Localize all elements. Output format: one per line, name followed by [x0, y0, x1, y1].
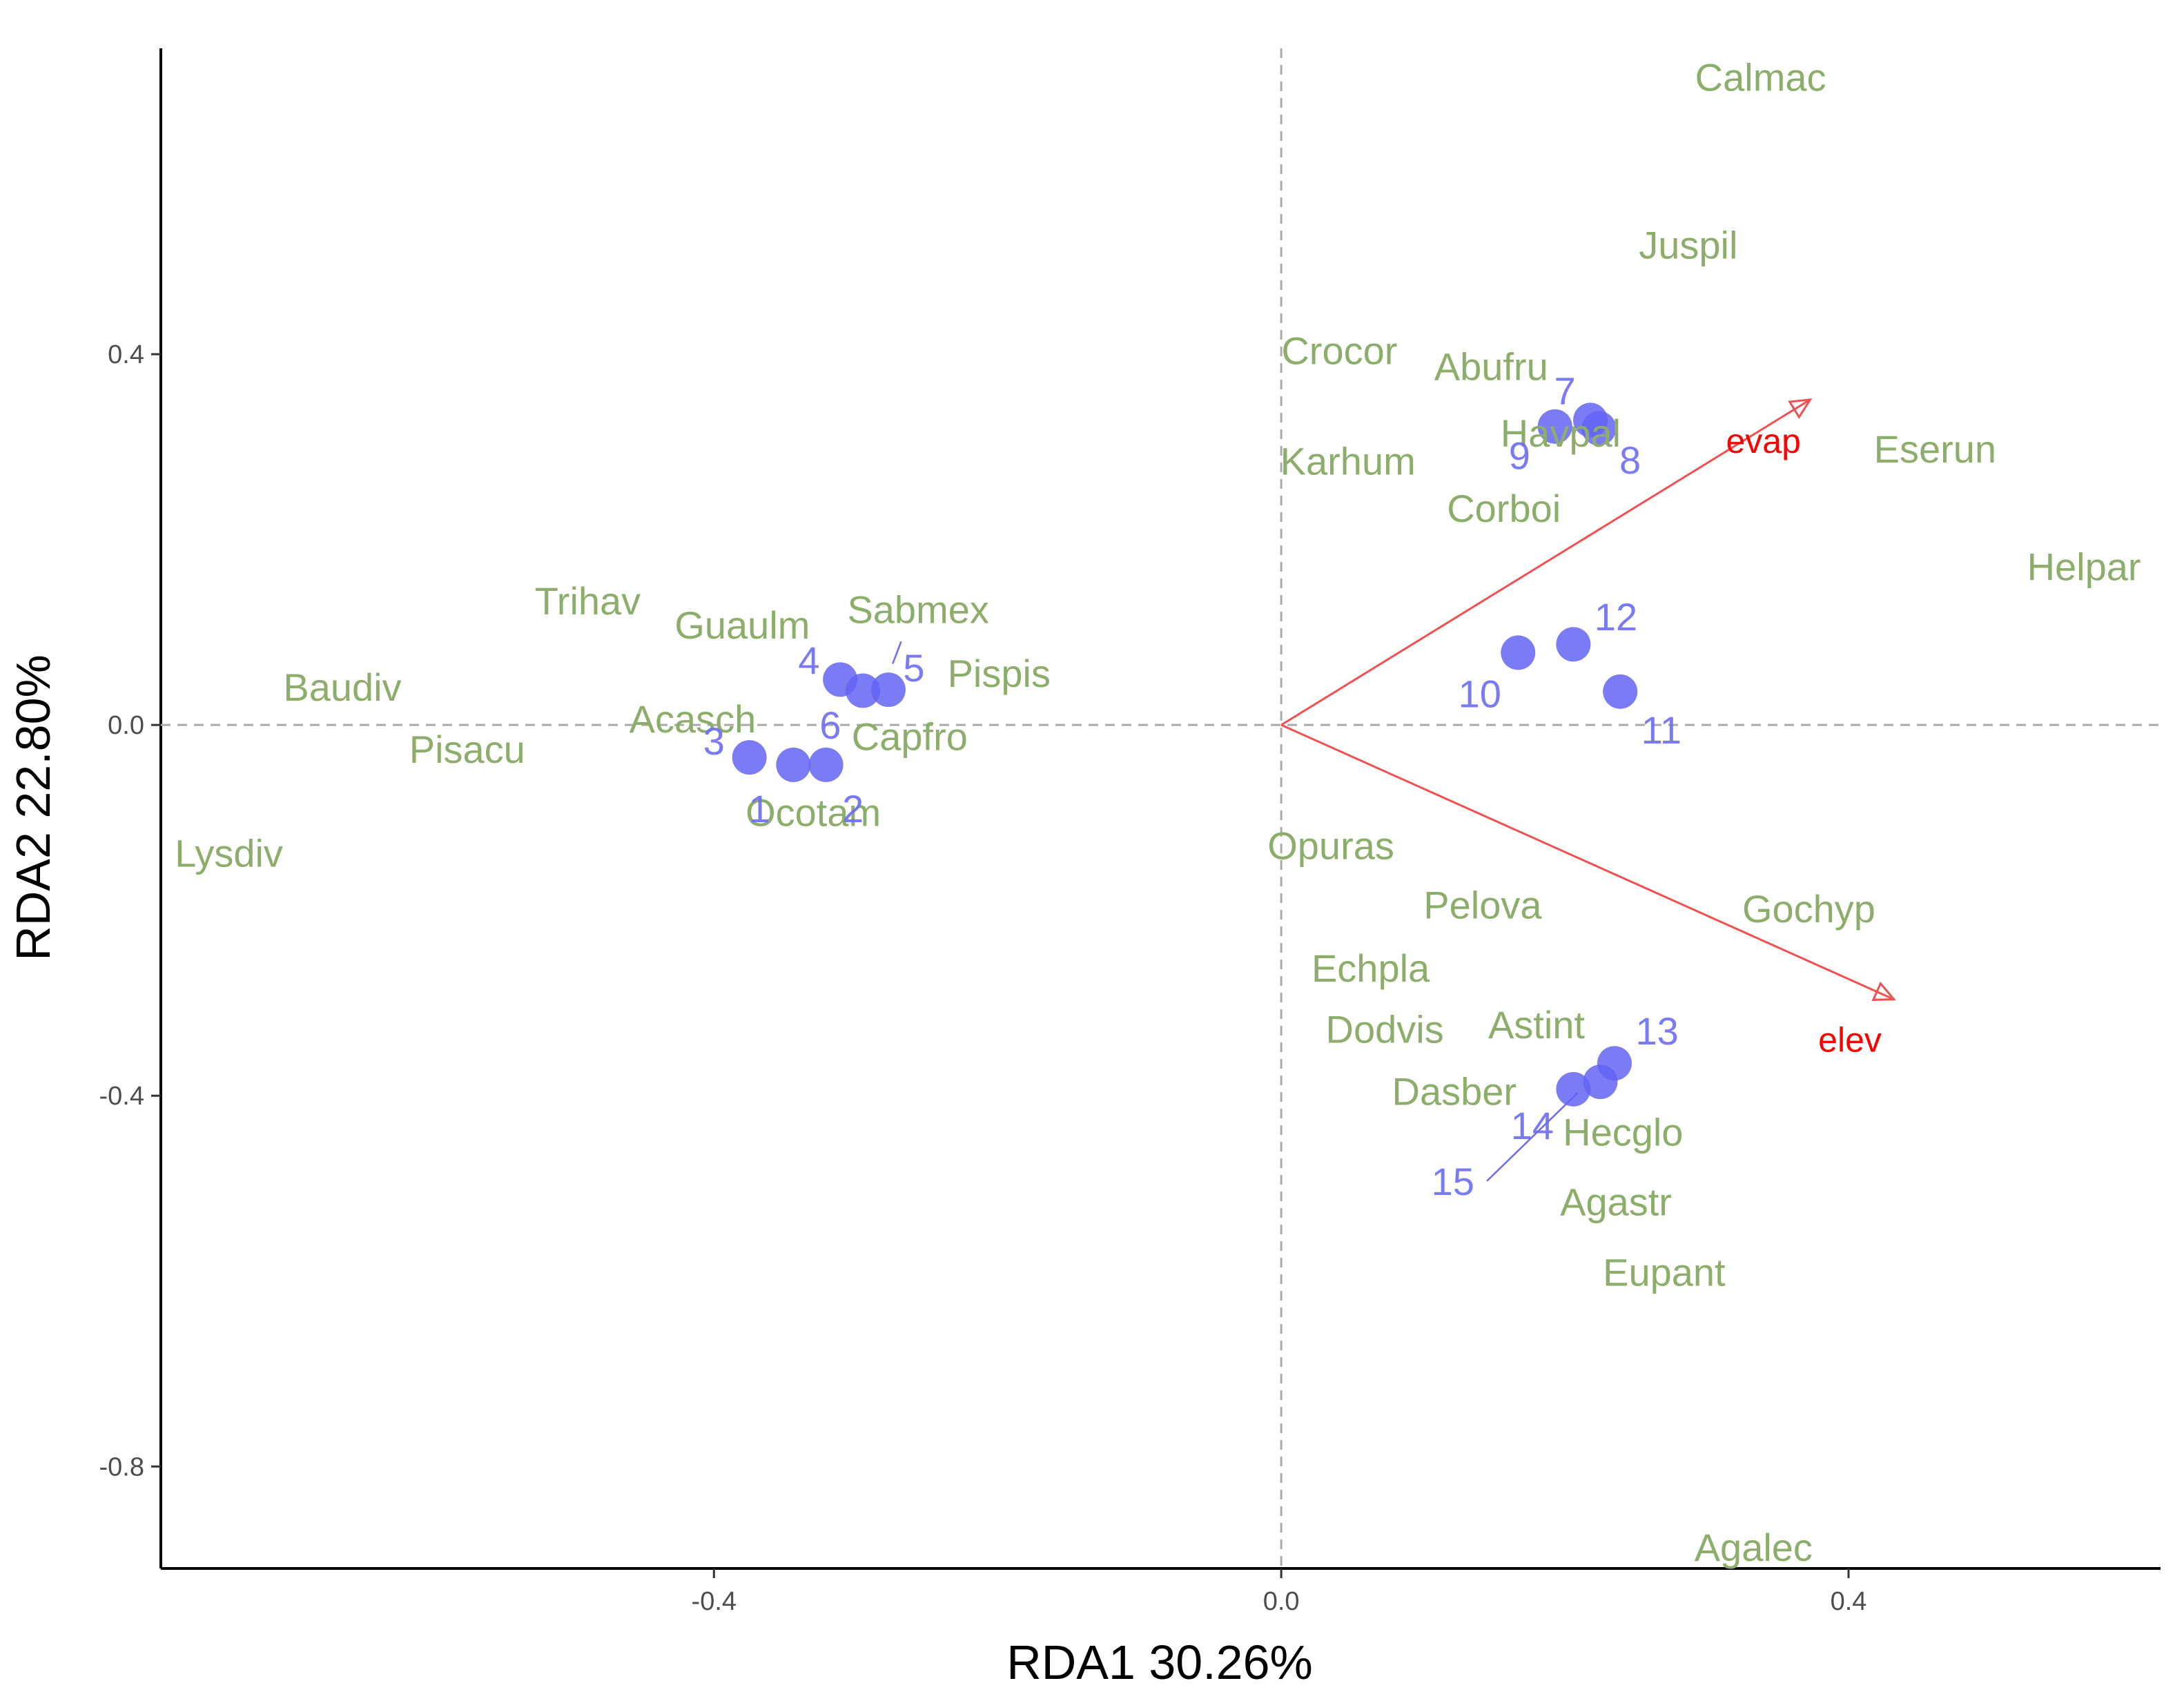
species-label-Calmac: Calmac	[1695, 56, 1826, 99]
species-label-Pisacu: Pisacu	[409, 728, 525, 771]
vector-arrow-evap	[1280, 398, 1811, 726]
site-label-2: 2	[842, 787, 864, 830]
reference-lines	[161, 48, 2161, 1568]
site-point-10	[1501, 635, 1536, 670]
species-label-Lysdiv: Lysdiv	[175, 831, 283, 875]
y-tick-label: -0.4	[99, 1082, 144, 1111]
species-label-Crocor: Crocor	[1281, 329, 1397, 373]
species-label-Dasber: Dasber	[1392, 1070, 1517, 1114]
x-tick-label: -0.4	[692, 1587, 737, 1616]
site-point-9	[1573, 402, 1608, 438]
species-label-Helpar: Helpar	[2027, 545, 2141, 589]
species-label-Hecglo: Hecglo	[1563, 1111, 1683, 1154]
leader-line	[892, 641, 902, 664]
leader-line	[1486, 1092, 1579, 1182]
site-label-15: 15	[1432, 1160, 1474, 1203]
species-label-Agalec: Agalec	[1695, 1526, 1813, 1569]
site-label-7: 7	[1554, 369, 1575, 412]
site-point-11	[1603, 674, 1638, 709]
site-point-7	[1537, 409, 1572, 444]
species-label-Sabmex: Sabmex	[847, 587, 988, 631]
vector-arrow-elev	[1280, 723, 1895, 1000]
axes: -0.4 0.0 0.4 -0.8 -0.4 0.0 0.4	[99, 48, 2161, 1616]
species-label-Astint: Astint	[1488, 1003, 1585, 1047]
species-label-Abufru: Abufru	[1434, 345, 1548, 389]
species-label-Dodvis: Dodvis	[1326, 1008, 1444, 1051]
site-label-1: 1	[748, 787, 770, 830]
site-label-11: 11	[1641, 708, 1681, 752]
y-axis-title: RDA2 22.80%	[6, 654, 60, 961]
species-label-Karhum: Karhum	[1280, 439, 1416, 483]
y-tick-label: -0.8	[99, 1452, 144, 1481]
site-label-3: 3	[703, 719, 725, 763]
site-label-8: 8	[1619, 438, 1641, 482]
site-point-3	[776, 747, 811, 782]
species-label-Baudiv: Baudiv	[283, 665, 401, 709]
x-axis-title: RDA1 30.26%	[1006, 1635, 1313, 1689]
vector-label-evap: evap	[1726, 422, 1800, 460]
site-label-4: 4	[798, 639, 819, 682]
species-label-Gochyp: Gochyp	[1742, 887, 1875, 931]
species-label-Echpla: Echpla	[1312, 946, 1430, 990]
species-label-Pispis: Pispis	[948, 652, 1051, 695]
environmental-vectors	[1280, 398, 1896, 1001]
site-point-2	[808, 747, 844, 782]
vector-label-elev: elev	[1818, 1020, 1882, 1059]
site-point-5	[871, 672, 906, 708]
species-label-Havpal: Havpal	[1501, 411, 1621, 455]
species-label-Corboi: Corboi	[1447, 487, 1561, 530]
site-label-9: 9	[1509, 434, 1530, 477]
site-point-6	[846, 673, 881, 708]
species-label-Opuras: Opuras	[1267, 824, 1394, 868]
site-points	[732, 402, 1638, 1107]
y-tick-label: 0.0	[108, 711, 144, 740]
site-label-10: 10	[1459, 672, 1501, 716]
species-label-Eserun: Eserun	[1874, 427, 1996, 471]
vector-arrowhead-evap	[1788, 398, 1813, 419]
species-labels: Calmac Juspil Crocor Abufru Havpal Karhum Eser…	[175, 56, 2141, 1569]
y-tick-label: 0.4	[108, 340, 144, 369]
site-label-13: 13	[1635, 1009, 1678, 1053]
site-point-15	[1556, 1071, 1591, 1107]
species-label-Pelova: Pelova	[1423, 884, 1542, 927]
species-label-Eupant: Eupant	[1603, 1250, 1726, 1294]
site-point-12	[1556, 627, 1591, 662]
site-label-6: 6	[819, 703, 841, 747]
species-label-Juspil: Juspil	[1639, 224, 1737, 267]
x-tick-label: 0.0	[1263, 1587, 1300, 1616]
species-label-Agastr: Agastr	[1560, 1180, 1672, 1223]
site-point-1	[732, 740, 767, 775]
vector-labels: evap elev	[1726, 422, 1881, 1059]
site-label-12: 12	[1595, 595, 1637, 639]
site-label-14: 14	[1511, 1104, 1554, 1147]
site-label-5: 5	[903, 646, 924, 690]
site-point-14	[1583, 1065, 1618, 1100]
species-label-Acasch: Acasch	[630, 697, 757, 741]
leader-lines	[892, 641, 1579, 1182]
vector-arrowhead-elev	[1871, 981, 1896, 1001]
species-label-Trihav: Trihav	[535, 579, 641, 623]
species-label-Capfro: Capfro	[852, 715, 968, 758]
species-label-Ocotam: Ocotam	[745, 790, 881, 834]
species-label-Guaulm: Guaulm	[674, 603, 810, 647]
x-tick-label: 0.4	[1831, 1587, 1867, 1616]
